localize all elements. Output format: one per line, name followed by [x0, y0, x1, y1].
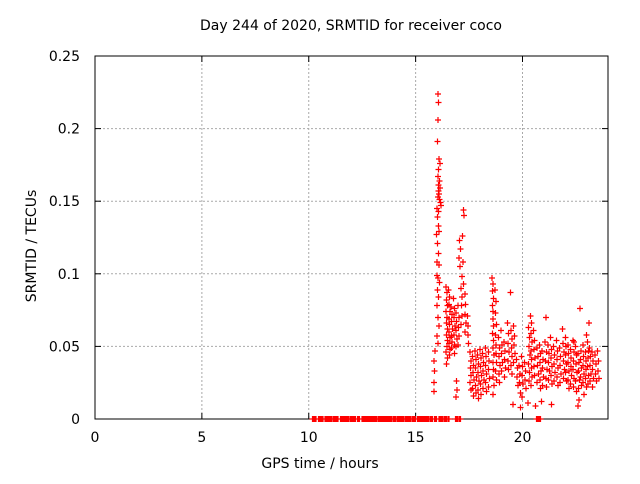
x-tick-label: 0: [91, 430, 100, 446]
gridlines: [95, 56, 608, 419]
tick-labels: 0 5 10 15 20 0 0.05 0.1 0.15 0.2 0.25: [49, 49, 532, 446]
y-tick-label: 0.05: [49, 339, 80, 355]
chart-title: Day 244 of 2020, SRMTID for receiver coc…: [200, 18, 502, 34]
y-tick-label: 0.15: [49, 194, 80, 210]
tick-marks: [94, 55, 608, 420]
y-tick-label: 0.2: [58, 122, 80, 138]
y-tick-label: 0.25: [49, 49, 80, 65]
x-tick-label: 5: [197, 430, 206, 446]
x-axis-label: GPS time / hours: [261, 456, 378, 472]
x-tick-label: 15: [407, 430, 425, 446]
y-axis-label: SRMTID / TECUs: [24, 190, 40, 303]
x-tick-label: 20: [514, 430, 532, 446]
y-tick-label: 0: [71, 412, 80, 428]
x-tick-label: 10: [300, 430, 318, 446]
y-tick-label: 0.1: [58, 267, 80, 283]
scatter-points: [309, 91, 602, 422]
